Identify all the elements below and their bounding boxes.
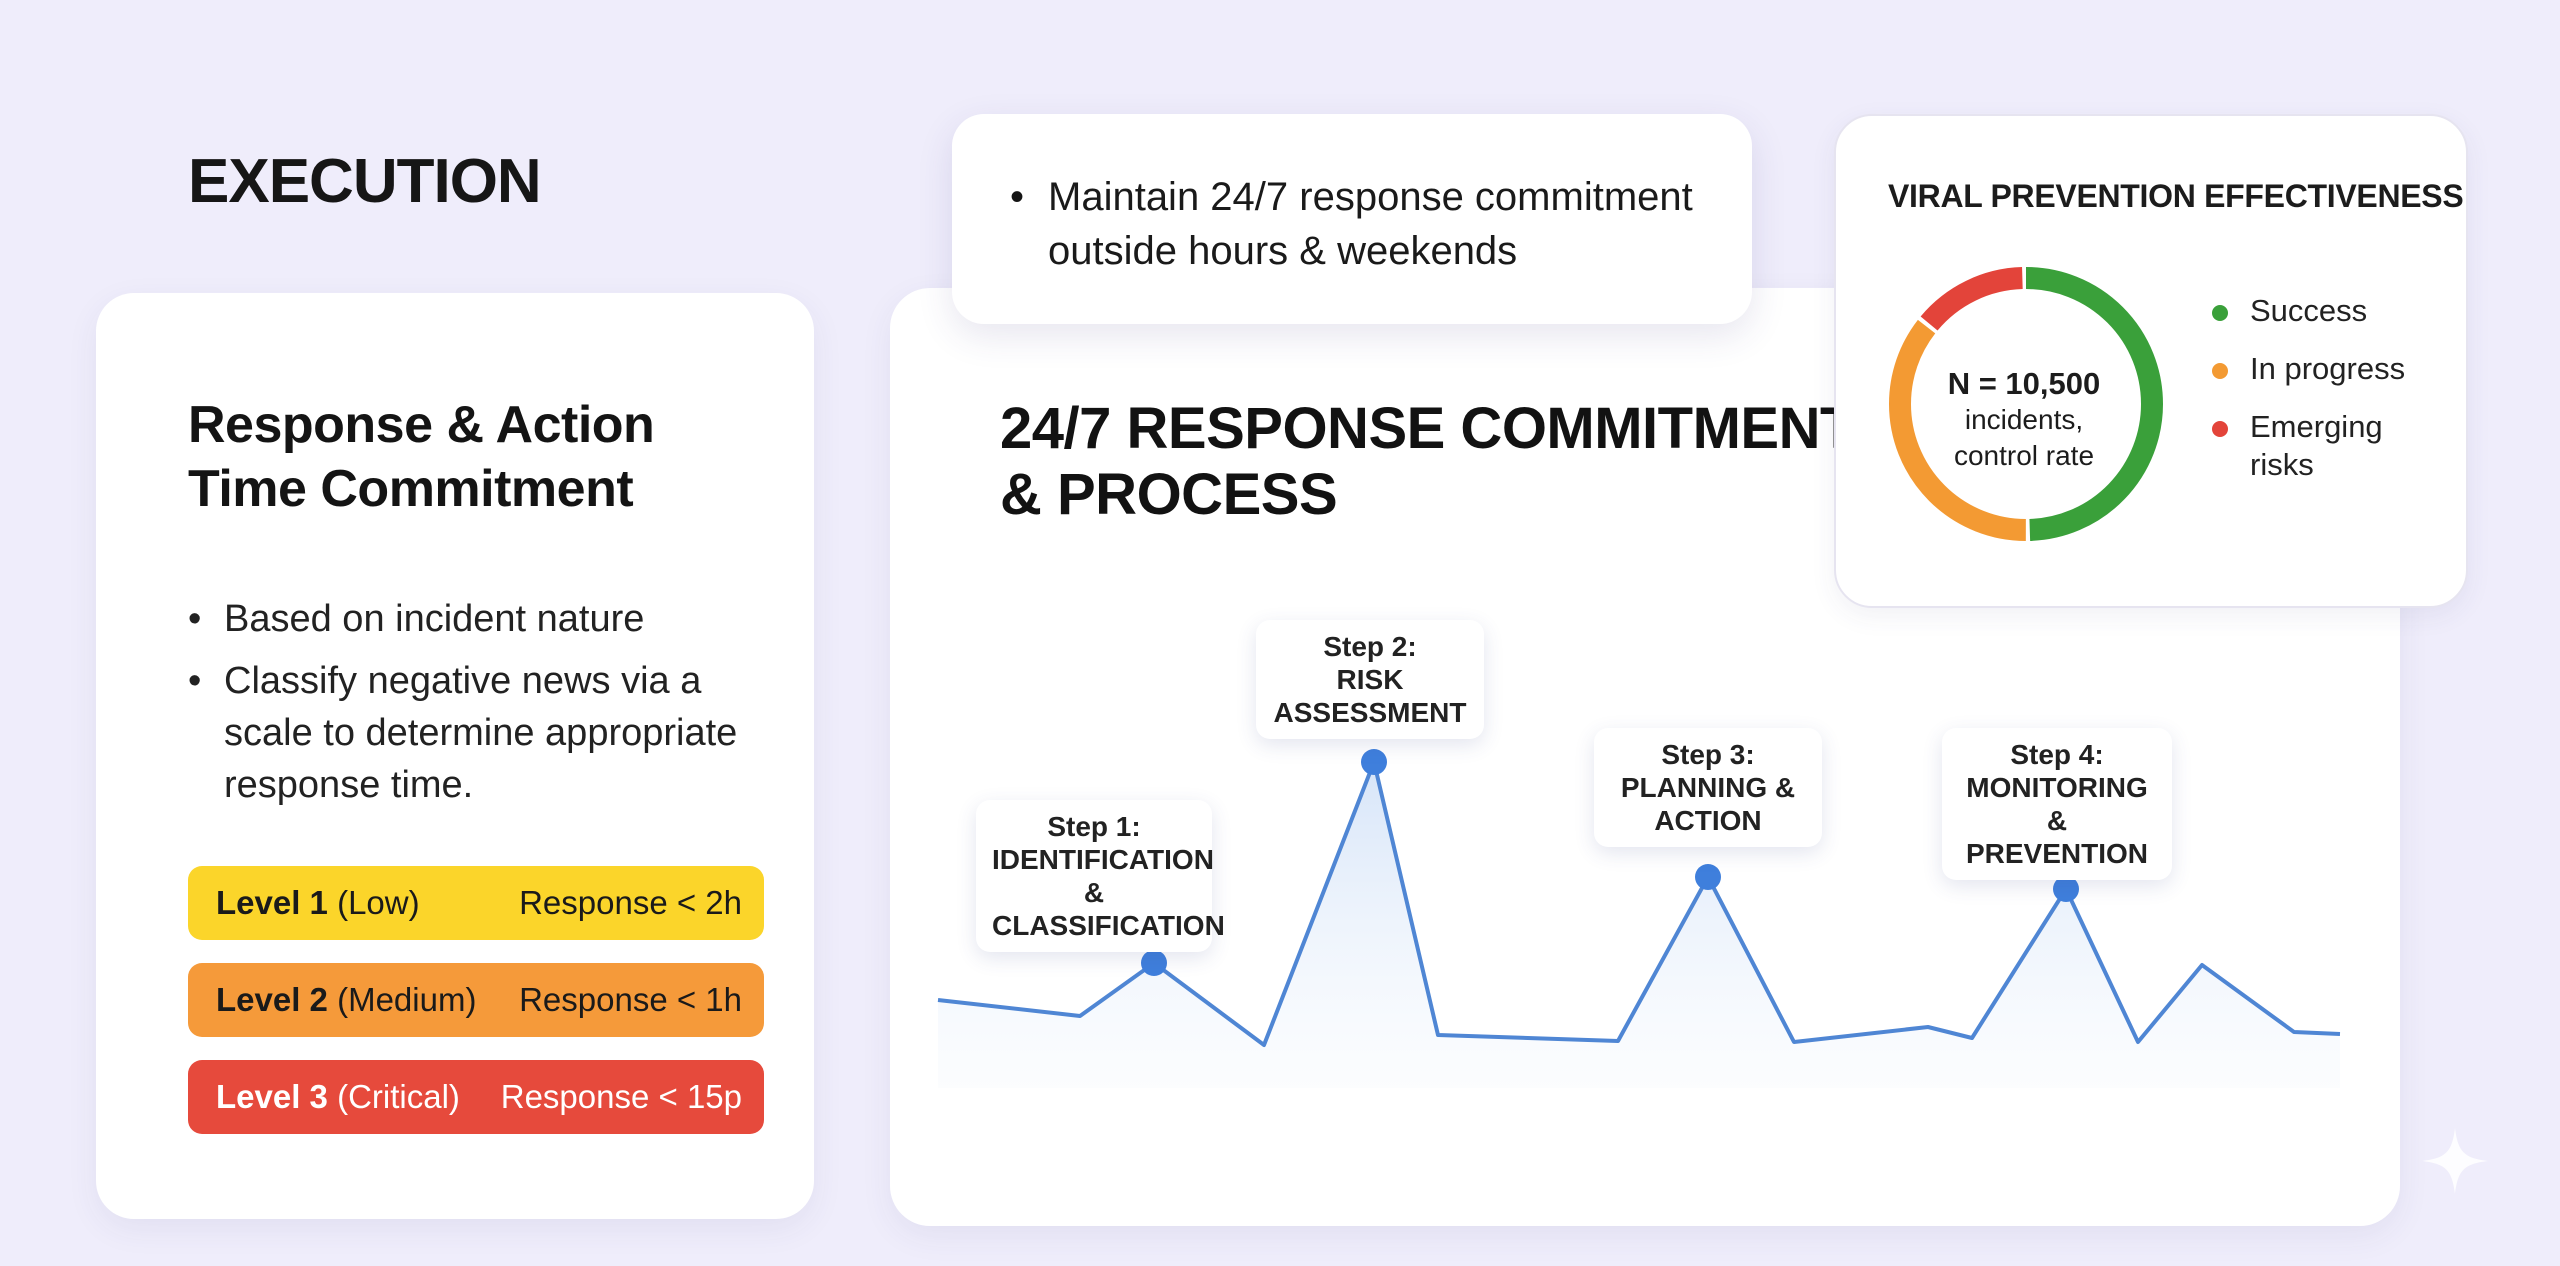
step-3-label: Step 3: PLANNING & ACTION bbox=[1594, 728, 1822, 847]
step-1-label: Step 1: IDENTIFICATION & CLASSIFICATION bbox=[976, 800, 1225, 952]
legend-item-emerging-risks: Emerging risks bbox=[2212, 408, 2420, 484]
level-response: Response < 15p bbox=[500, 1078, 742, 1115]
donut-center-line: incidents, bbox=[1964, 404, 2084, 435]
process-line-chart bbox=[937, 749, 2341, 1088]
step-4-marker bbox=[2053, 876, 2079, 902]
legend-item-success: Success bbox=[2212, 292, 2420, 330]
level-1-badge: Level 1 (Low) Response < 2h bbox=[188, 866, 764, 940]
process-title: 24/7 RESPONSE COMMITMENT & PROCESS bbox=[1000, 396, 1855, 527]
donut-center-label: N = 10,500 incidents, control rate bbox=[1924, 366, 2124, 474]
level-label: Level 2 (Medium) bbox=[216, 981, 477, 1018]
bullet-item: Classify negative news via a scale to de… bbox=[188, 655, 788, 811]
bullet-icon: • bbox=[1010, 175, 1025, 219]
legend-item-in-progress: In progress bbox=[2212, 350, 2420, 388]
level-response: Response < 2h bbox=[519, 884, 742, 921]
response-time-card: Response & Action Time Commitment Based … bbox=[96, 293, 814, 1219]
bullet-item: Based on incident nature bbox=[188, 593, 788, 645]
step-3-marker bbox=[1695, 864, 1721, 890]
donut-legend: Success In progress Emerging risks bbox=[2212, 292, 2420, 504]
response-time-bullets: Based on incident nature Classify negati… bbox=[188, 593, 788, 821]
step-4-label: Step 4: MONITORING & PREVENTION bbox=[1942, 728, 2172, 880]
level-2-badge: Level 2 (Medium) Response < 1h bbox=[188, 963, 764, 1037]
donut-segment-success bbox=[1889, 267, 2163, 541]
donut-center-line: control rate bbox=[1953, 440, 2095, 471]
level-3-badge: Level 3 (Critical) Response < 15p bbox=[188, 1060, 764, 1134]
emerging-risks-dot-icon bbox=[2212, 421, 2228, 437]
commitment-text: Maintain 24/7 response commitment outsid… bbox=[1048, 175, 1693, 273]
process-area-fill bbox=[938, 762, 2340, 1088]
donut-title: VIRAL PREVENTION EFFECTIVENESS bbox=[1888, 178, 2464, 214]
step-2-label: Step 2: RISK ASSESSMENT bbox=[1256, 620, 1484, 739]
commitment-callout: • Maintain 24/7 response commitment outs… bbox=[952, 114, 1752, 324]
sparkle-icon bbox=[2422, 1128, 2488, 1194]
step-2-marker bbox=[1361, 749, 1387, 775]
prevention-effectiveness-card: VIRAL PREVENTION EFFECTIVENESS N = 10,50… bbox=[1834, 114, 2468, 608]
donut-segment-in-progress bbox=[1889, 267, 2163, 541]
level-label: Level 1 (Low) bbox=[216, 884, 420, 921]
level-label: Level 3 (Critical) bbox=[216, 1078, 460, 1115]
process-line bbox=[937, 760, 2341, 1047]
page-title: EXECUTION bbox=[188, 147, 542, 216]
success-dot-icon bbox=[2212, 305, 2228, 321]
donut-center-n: N = 10,500 bbox=[1947, 366, 2101, 401]
in-progress-dot-icon bbox=[2212, 363, 2228, 379]
step-1-marker bbox=[1141, 950, 1167, 976]
response-time-title: Response & Action Time Commitment bbox=[188, 396, 655, 518]
effectiveness-donut-chart bbox=[1889, 267, 2163, 541]
level-response: Response < 1h bbox=[519, 981, 742, 1018]
